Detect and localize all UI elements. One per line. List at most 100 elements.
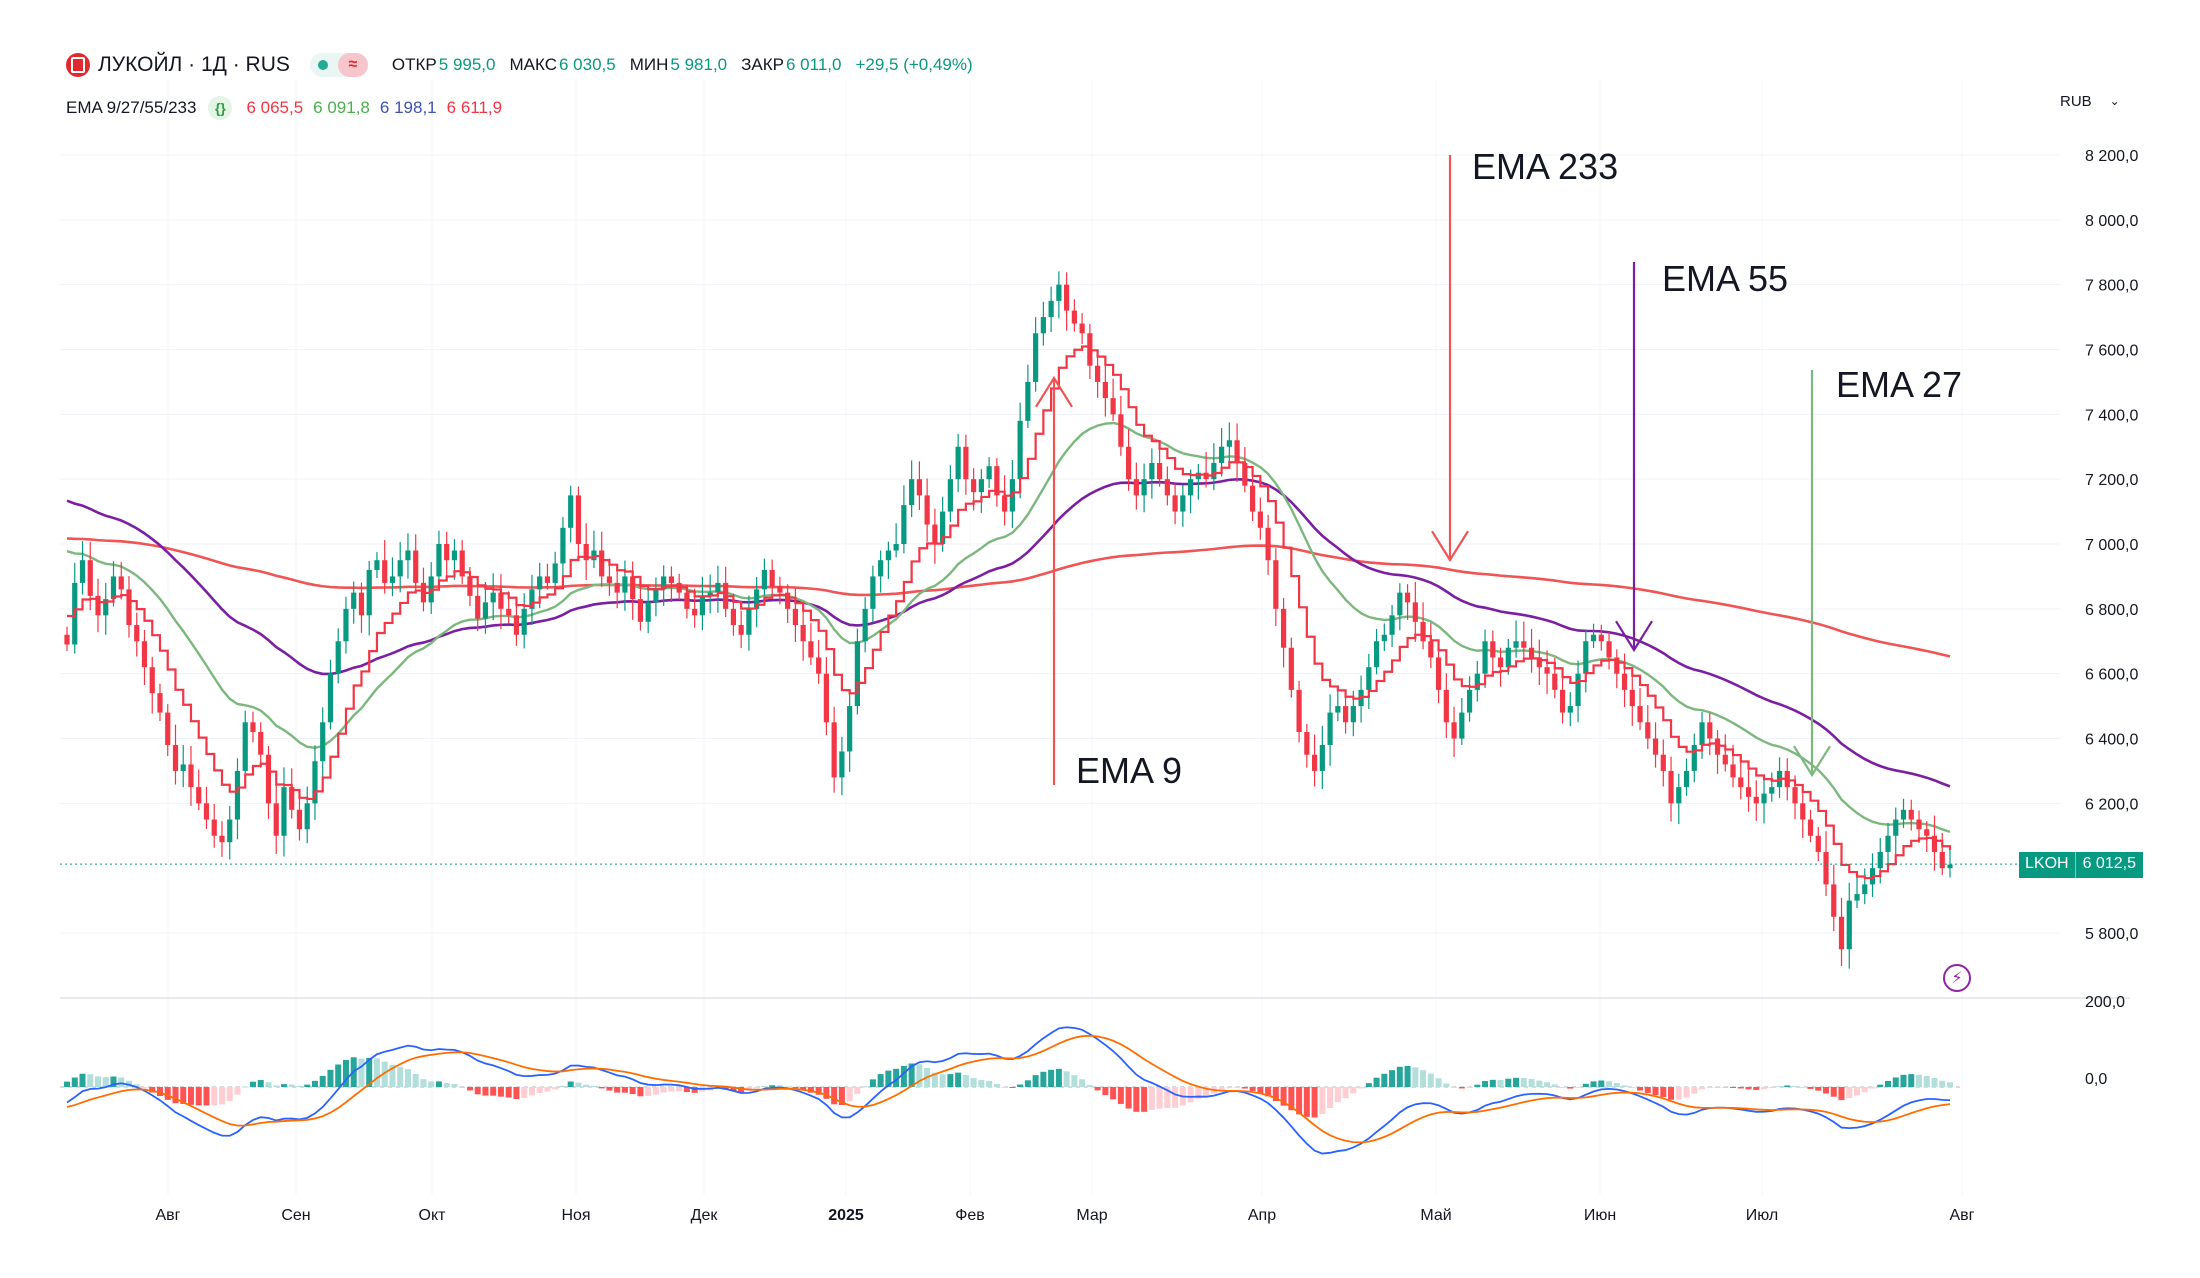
macd-histogram-bar xyxy=(242,1086,249,1088)
candle-body xyxy=(451,550,458,561)
candle-body xyxy=(1513,641,1519,648)
candle-body xyxy=(653,589,659,603)
candle-body xyxy=(1110,398,1116,415)
annotation-arrows xyxy=(1035,155,1831,785)
ema-legend-name[interactable]: EMA 9/27/55/233 xyxy=(66,98,197,117)
candle-body xyxy=(521,608,527,635)
candle-body xyxy=(1242,462,1248,486)
candle-body xyxy=(1606,641,1612,658)
arrow-ema-27-head xyxy=(1793,745,1831,778)
macd-histogram-bar xyxy=(1745,1087,1752,1090)
macd-histogram-bar xyxy=(1218,1087,1225,1091)
macd-histogram-bar xyxy=(831,1087,838,1105)
candle-body xyxy=(1931,835,1938,852)
x-tick-label: Дек xyxy=(691,1207,719,1224)
macd-histogram-bar xyxy=(1598,1080,1605,1087)
y-axis-price[interactable]: 8 200,0 8 000,0 7 800,0 7 600,0 7 400,0 7 200… xyxy=(2085,148,2138,1088)
macd-histogram-bar xyxy=(614,1087,621,1093)
candle-body xyxy=(242,722,248,771)
macd-histogram-bar xyxy=(211,1087,218,1106)
candle-body xyxy=(986,466,992,480)
macd-histogram-bar xyxy=(1350,1087,1357,1094)
candle-body xyxy=(1443,689,1449,723)
x-axis-time[interactable]: Авг Сен Окт Ноя Дек 2025 Фев Мар Апр Май Июн Июл Авг xyxy=(155,1207,1974,1224)
source-code-icon[interactable]: {} xyxy=(208,96,233,120)
candle-body xyxy=(885,550,891,561)
candle-body xyxy=(1327,712,1333,745)
candle-body xyxy=(1924,829,1930,836)
candle-body xyxy=(606,576,613,583)
macd-histogram-bar xyxy=(528,1087,535,1096)
macd-histogram-bar xyxy=(1001,1087,1008,1088)
candle-body xyxy=(847,706,853,752)
macd-histogram-bar xyxy=(1203,1087,1210,1097)
candle-body xyxy=(1730,764,1736,778)
x-tick-label: 2025 xyxy=(828,1207,864,1224)
macd-histogram-bar xyxy=(1799,1087,1806,1088)
macd-histogram-bar xyxy=(234,1087,241,1095)
candle-body xyxy=(343,608,349,642)
candle-body xyxy=(854,641,860,707)
candle-body xyxy=(165,712,171,745)
macd-histogram-bar xyxy=(916,1064,923,1087)
ema-9-value: 6 065,5 xyxy=(246,98,304,117)
macd-histogram-bar xyxy=(133,1084,140,1087)
macd-histogram-bar xyxy=(203,1087,210,1106)
y-tick-label: 7 400,0 xyxy=(2085,407,2138,424)
y-tick-label: 7 600,0 xyxy=(2085,343,2138,360)
macd-histogram-bar xyxy=(1125,1087,1132,1109)
candle-body xyxy=(273,803,279,836)
macd-histogram-bar xyxy=(885,1070,892,1087)
macd-histogram-bar xyxy=(908,1063,915,1087)
macd-histogram-bar xyxy=(1582,1083,1589,1087)
macd-histogram-bar xyxy=(1272,1087,1279,1102)
macd-histogram-bar xyxy=(1156,1087,1163,1109)
price-tag-value: 6 012,5 xyxy=(2075,852,2143,878)
candle-body xyxy=(1211,462,1217,480)
candle-body xyxy=(413,550,419,583)
ema-9-line xyxy=(67,345,1952,880)
macd-histogram-bar xyxy=(1303,1087,1310,1117)
annotation-ema-233: EMA 233 xyxy=(1472,146,1619,187)
candle-body xyxy=(1335,706,1341,713)
candle-body xyxy=(1761,793,1767,804)
candle-body xyxy=(1753,796,1759,804)
macd-line xyxy=(66,1026,1951,1155)
lightning-icon[interactable]: ⚡ xyxy=(1943,964,1971,992)
market-status-pill[interactable]: ≈ xyxy=(309,53,368,77)
candle-body xyxy=(1226,440,1232,447)
macd-histogram-bar xyxy=(1513,1077,1520,1087)
candle-body xyxy=(1350,706,1356,723)
x-tick-label: Ноя xyxy=(561,1207,590,1224)
candle-body xyxy=(1862,884,1868,895)
candle-body xyxy=(940,511,946,544)
candle-body xyxy=(1056,284,1062,301)
candle-body xyxy=(614,582,620,593)
macd-histogram-bar xyxy=(893,1068,900,1087)
macd-histogram-bar xyxy=(513,1087,520,1100)
macd-histogram-bar xyxy=(1675,1087,1682,1100)
y-tick-label: 8 200,0 xyxy=(2085,148,2138,165)
macd-histogram-bar xyxy=(575,1082,582,1087)
macd-histogram-bar xyxy=(466,1087,473,1091)
macd-pane xyxy=(60,1026,1960,1155)
candle-body xyxy=(1234,440,1240,463)
candle-body xyxy=(1366,667,1372,690)
candle-body xyxy=(296,809,303,830)
ema-legend[interactable]: EMA 9/27/55/233 {} 6 065,5 6 091,8 6 198… xyxy=(66,94,512,122)
candle-body xyxy=(1505,647,1511,668)
candle-body xyxy=(1908,809,1914,820)
y-tick-label: 7 000,0 xyxy=(2085,537,2138,554)
candle-body xyxy=(1095,365,1101,382)
currency-selector[interactable]: RUB ⌄ xyxy=(2060,84,2144,118)
signal-line xyxy=(66,1034,1951,1144)
macd-histogram-bar xyxy=(869,1079,876,1087)
macd-histogram-bar xyxy=(1706,1087,1713,1088)
macd-histogram-bar xyxy=(118,1077,125,1087)
candle-body xyxy=(684,592,690,609)
macd-histogram-bar xyxy=(552,1087,559,1090)
symbol-title[interactable]: ЛУКОЙЛ · 1Д · RUS xyxy=(98,53,290,76)
macd-histogram-bar xyxy=(180,1087,187,1104)
y-tick-label: 6 400,0 xyxy=(2085,732,2138,749)
